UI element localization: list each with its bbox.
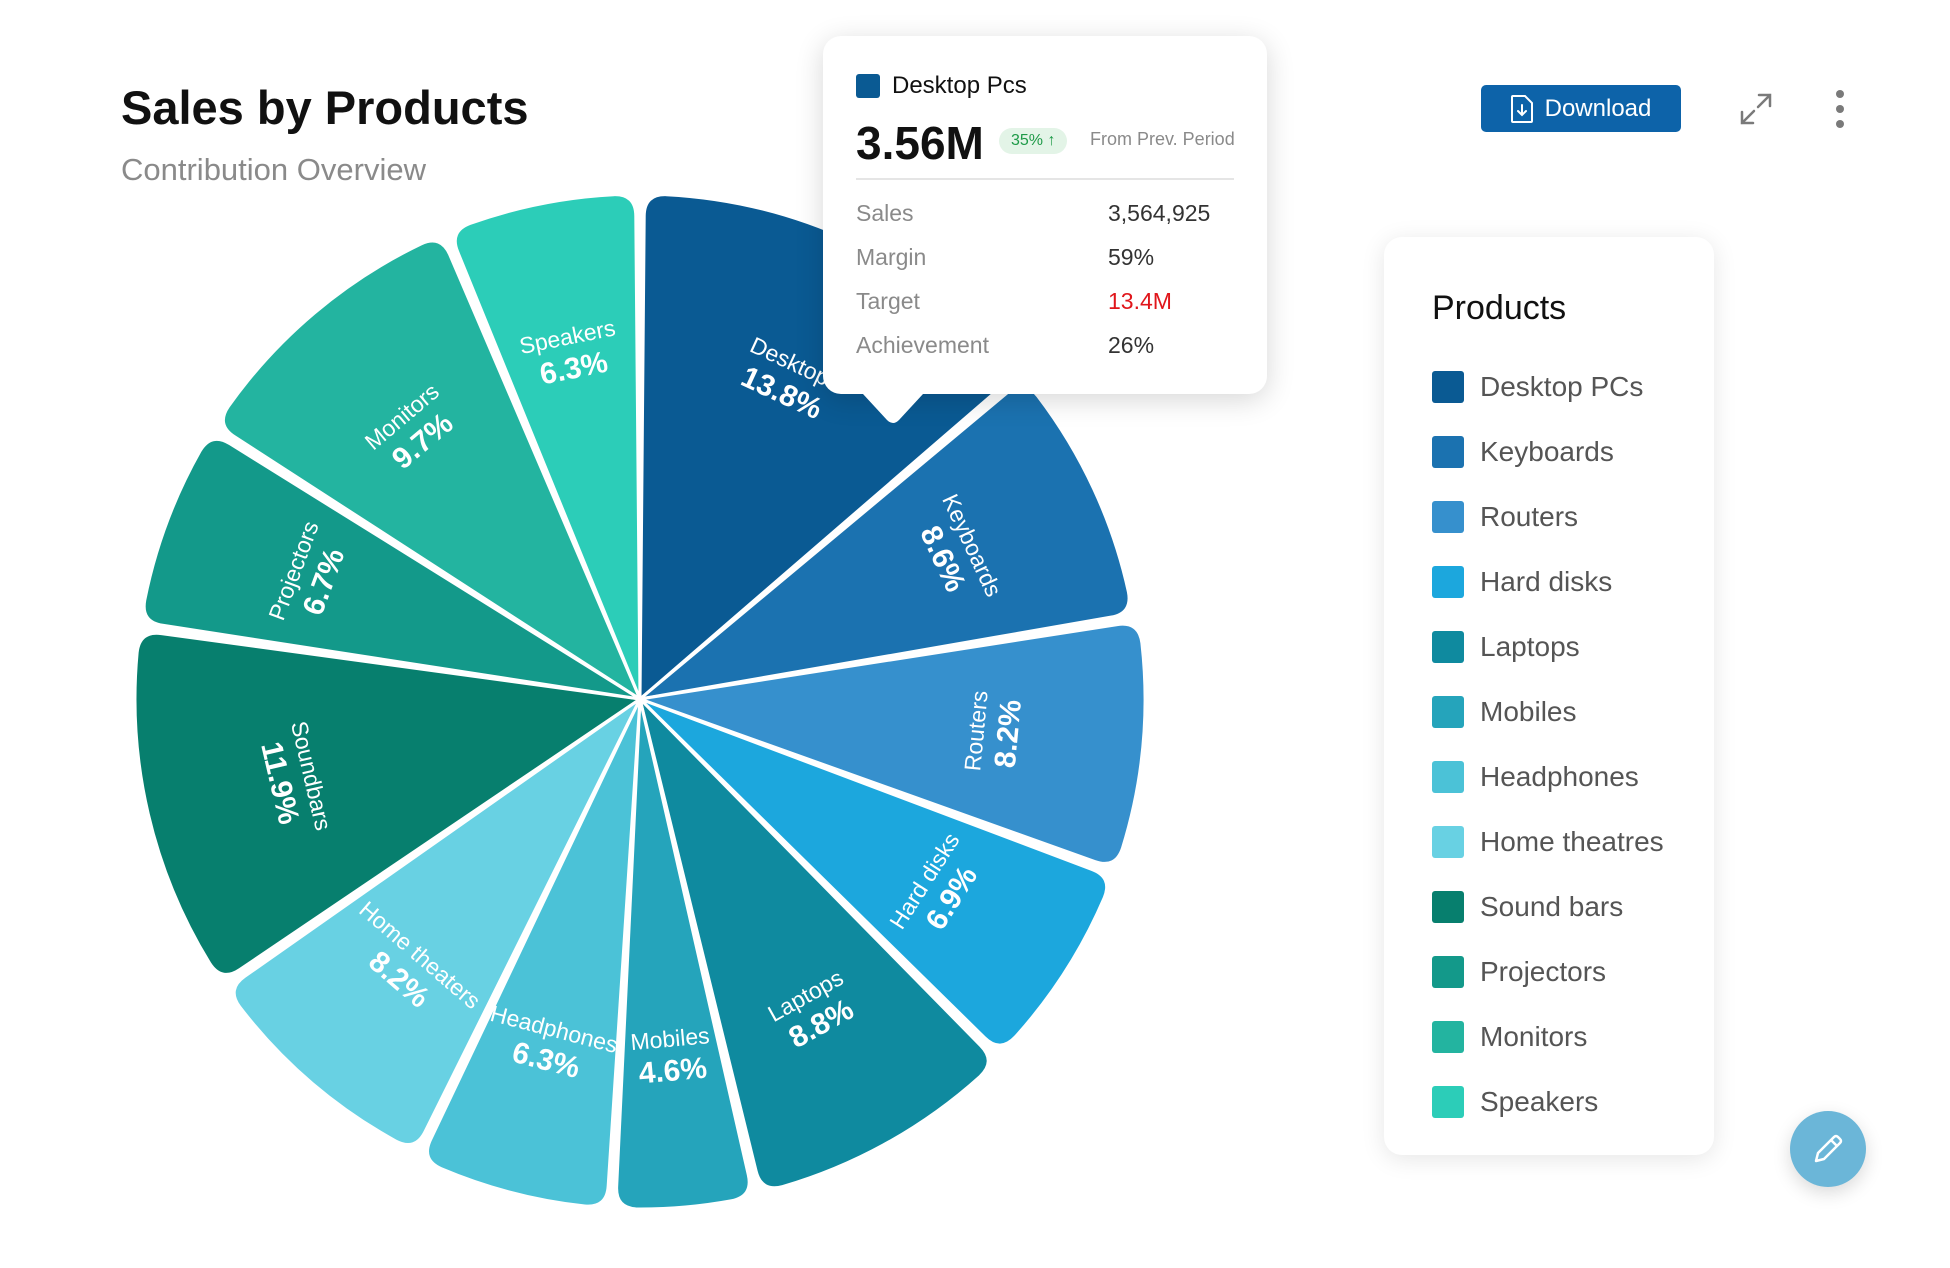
tooltip-change-note: From Prev. Period [1090,129,1235,149]
legend-label: Keyboards [1480,436,1614,467]
expand-button[interactable] [1732,85,1780,133]
pie-slice-speakers[interactable] [453,193,642,700]
pie-slice-mobiles[interactable] [615,698,751,1211]
legend-label: Sound bars [1480,891,1624,922]
tooltip-row-label: Target [856,288,920,314]
pie-chart: Desktops13.8%Keyboards8.6%Routers8.2%Har… [133,193,1147,1211]
chart-title: Sales by Products [121,81,529,134]
tooltip-row-label: Sales [856,200,914,226]
legend-item[interactable]: Headphones [1432,757,1639,797]
legend-swatch [1432,1086,1464,1118]
more-options-button[interactable] [1816,85,1864,133]
tooltip-row-value: 13.4M [1108,288,1172,314]
expand-icon [1740,93,1772,125]
legend-item[interactable]: Speakers [1432,1082,1598,1122]
legend-label: Headphones [1480,761,1639,792]
tooltip-divider [856,178,1234,180]
legend-swatch [1432,436,1464,468]
edit-fab-button[interactable] [1790,1111,1866,1187]
legend-item[interactable]: Sound bars [1432,887,1623,927]
legend-label: Routers [1480,501,1579,532]
more-vertical-icon [1836,90,1844,128]
legend-label: Home theatres [1480,826,1664,857]
legend-item[interactable]: Keyboards [1432,432,1614,472]
legend-swatch [1432,956,1464,988]
products-legend: Products Desktop PCs Keyboards Routers H… [1384,237,1714,1155]
slice-tooltip: Desktop Pcs 3.56M 35% ↑ From Prev. Perio… [823,36,1267,423]
chart-subtitle: Contribution Overview [121,152,426,187]
legend-item[interactable]: Projectors [1432,952,1606,992]
tooltip-product-name: Desktop Pcs [892,72,1027,99]
pencil-icon [1814,1134,1843,1163]
legend-title: Products [1432,289,1567,327]
tooltip-row-value: 26% [1108,332,1155,358]
legend-label: Hard disks [1480,566,1613,597]
legend-swatch [1432,761,1464,793]
tooltip-row-value: 3,564,925 [1108,200,1211,226]
pie-slice-monitors[interactable] [221,239,644,703]
tooltip-row-label: Achievement [856,332,989,358]
legend-swatch [1432,501,1464,533]
legend-swatch [1432,891,1464,923]
pie-slice-projectors[interactable] [142,437,641,701]
legend-swatch [1432,1021,1464,1053]
tooltip-value: 3.56M [856,117,984,169]
file-download-icon [1510,94,1533,123]
legend-item[interactable]: Home theatres [1432,822,1664,862]
legend-swatch [1432,631,1464,663]
tooltip-change-badge: 35% ↑ [999,128,1068,154]
pie-slice-soundbars[interactable] [133,631,645,976]
tooltip-header: Desktop Pcs [856,72,1027,100]
legend-item[interactable]: Laptops [1432,627,1580,667]
slice-value-label: 4.6% [637,1052,708,1091]
pie-slice-hard-disks[interactable] [638,697,1109,1047]
slice-value-label: 8.2% [989,698,1028,769]
pie-slice-routers[interactable] [639,622,1147,865]
legend-swatch [1432,566,1464,598]
legend-label: Desktop PCs [1480,371,1644,402]
tooltip-pointer [863,394,923,423]
legend-label: Projectors [1480,956,1607,987]
legend-swatch [1432,696,1464,728]
legend-label: Laptops [1480,631,1580,662]
tooltip-row-label: Margin [856,244,927,270]
legend-swatch [1432,371,1464,403]
legend-label: Mobiles [1480,696,1577,727]
legend-item[interactable]: Hard disks [1432,562,1612,602]
legend-swatch [1432,826,1464,858]
legend-item[interactable]: Monitors [1432,1017,1587,1057]
tooltip-row-value: 59% [1108,244,1155,270]
legend-item[interactable]: Routers [1432,497,1578,537]
legend-label: Monitors [1480,1021,1588,1052]
legend-label: Speakers [1480,1086,1599,1117]
legend-item[interactable]: Mobiles [1432,692,1576,732]
pie-slice-laptops[interactable] [637,694,990,1190]
tooltip-swatch [856,74,880,98]
pie-slice-home-theaters[interactable] [232,697,642,1146]
pie-slice-headphones[interactable] [426,698,642,1208]
download-label: Download [1544,94,1652,122]
legend-item[interactable]: Desktop PCs [1432,367,1643,407]
download-button[interactable]: Download [1481,85,1681,132]
